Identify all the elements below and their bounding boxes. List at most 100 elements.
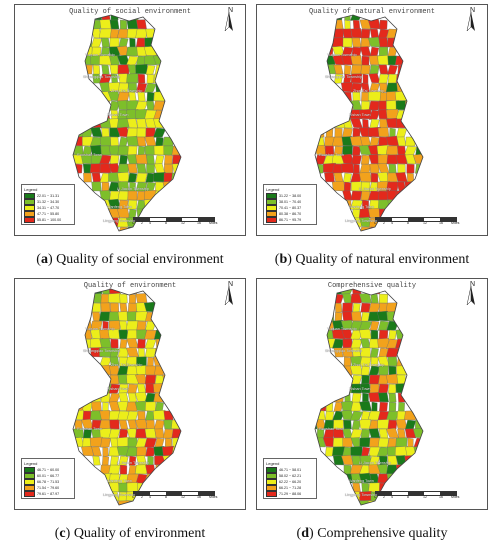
township-region (369, 383, 380, 394)
township-region (404, 154, 417, 165)
legend-swatch (266, 211, 277, 217)
township-region (155, 401, 164, 412)
township-region (73, 437, 85, 448)
map-panel-a: Quality of social environment N Legend 2… (14, 4, 246, 274)
legend-item: 38.01 ~ 70.40 (266, 199, 314, 205)
township-region (153, 91, 166, 102)
legend-label: 66.78 ~ 71.53 (37, 480, 60, 484)
legend-title: Legend (24, 461, 38, 466)
map-title: Quality of environment (83, 282, 177, 290)
scale-label: 8 (165, 495, 167, 499)
township-region (397, 145, 406, 156)
township-region (351, 154, 362, 165)
township-region (101, 374, 110, 385)
place-label: Xishan Town (349, 113, 371, 117)
township-region (126, 73, 139, 84)
township-region (108, 181, 121, 192)
caption-letter: a (40, 252, 48, 267)
township-region (146, 100, 155, 111)
legend-items: 31.22 ~ 38.00 38.01 ~ 70.40 70.41 ~ 80.3… (266, 193, 314, 223)
caption-letter: d (301, 526, 310, 541)
township-region (360, 64, 371, 75)
township-regions (73, 289, 181, 505)
township-region (144, 428, 157, 439)
township-region (403, 374, 418, 385)
legend-item: 71.29 ~ 88.06 (266, 491, 314, 497)
township-region (144, 338, 157, 349)
township-region (398, 401, 405, 412)
township-region (413, 437, 423, 448)
township-region (387, 419, 398, 430)
legend: Legend 31.22 ~ 38.00 38.01 ~ 70.40 70.41… (263, 184, 317, 225)
township-region (137, 73, 146, 84)
township-region (135, 428, 148, 439)
north-label: N (469, 281, 475, 288)
township-region (99, 19, 112, 30)
legend-swatch (266, 485, 277, 491)
township-region (117, 347, 130, 358)
township-region (377, 320, 390, 331)
township-region (343, 419, 352, 430)
township-region (172, 154, 181, 165)
township-region (135, 293, 148, 304)
township-region (378, 73, 389, 84)
township-region (101, 181, 110, 192)
township-region (118, 455, 129, 466)
legend-swatch (266, 199, 277, 205)
township-region (73, 145, 75, 156)
township-region (350, 28, 363, 39)
township-regions (315, 289, 423, 505)
township-region (101, 37, 110, 48)
place-label: Shuangqiao Township (325, 75, 363, 79)
township-region (386, 154, 399, 165)
legend-item: 55.81 ~ 100.00 (24, 217, 72, 223)
township-region (118, 419, 129, 430)
township-region (163, 410, 174, 421)
township-region (127, 190, 138, 201)
township-region (119, 302, 128, 313)
township-region (342, 302, 353, 313)
township-region (395, 190, 408, 201)
legend-items: 22.01 ~ 31.31 31.32 ~ 34.30 34.31 ~ 47.7… (24, 193, 72, 223)
township-region (378, 392, 389, 403)
township-region (138, 347, 145, 358)
township-region (128, 91, 137, 102)
legend: Legend 46.71 ~ 58.01 58.02 ~ 62.21 62.22… (263, 458, 317, 499)
township-region (154, 154, 165, 165)
choropleth-map (314, 14, 424, 232)
township-region (137, 91, 146, 102)
legend-title: Legend (24, 187, 38, 192)
legend-label: 38.01 ~ 70.40 (279, 200, 302, 204)
legend-label: 66.21 ~ 71.28 (279, 486, 302, 490)
scale-label: 8 (165, 221, 167, 225)
township-region (90, 118, 103, 129)
township-region (333, 172, 344, 183)
caption: (a) Quality of social environment (36, 252, 224, 267)
scale-unit: Miles (451, 221, 460, 225)
place-label: Wanfeng Town (349, 205, 374, 209)
township-region (144, 347, 157, 358)
township-region (377, 419, 390, 430)
legend-item: 62.22 ~ 66.20 (266, 479, 314, 485)
scale-bar: 0 2 4 8 12 16 Miles (374, 491, 463, 501)
township-region (397, 428, 406, 439)
legend-label: 46.71 ~ 58.01 (279, 468, 302, 472)
place-label: Xishan Town (349, 387, 371, 391)
township-region (368, 302, 381, 313)
township-region (324, 410, 335, 421)
map-panel-d: Comprehensive quality N Legend 46.71 ~ 5… (256, 278, 488, 548)
township-region (386, 99, 399, 111)
township-region (378, 383, 389, 394)
township-region (119, 293, 128, 304)
north-arrow-icon (466, 285, 475, 306)
place-label: Wanfeng Town (349, 479, 374, 483)
place-label: Yuquan Township (327, 53, 357, 57)
township-region (99, 338, 112, 349)
township-region (353, 163, 360, 174)
scale-label: 4 (391, 495, 393, 499)
township-region (155, 181, 164, 192)
township-region (387, 64, 398, 75)
scale-label: 12 (423, 221, 427, 225)
legend: Legend 46.71 ~ 60.00 60.01 ~ 66.77 66.78… (21, 458, 75, 499)
legend-label: 31.32 ~ 34.30 (37, 200, 60, 204)
